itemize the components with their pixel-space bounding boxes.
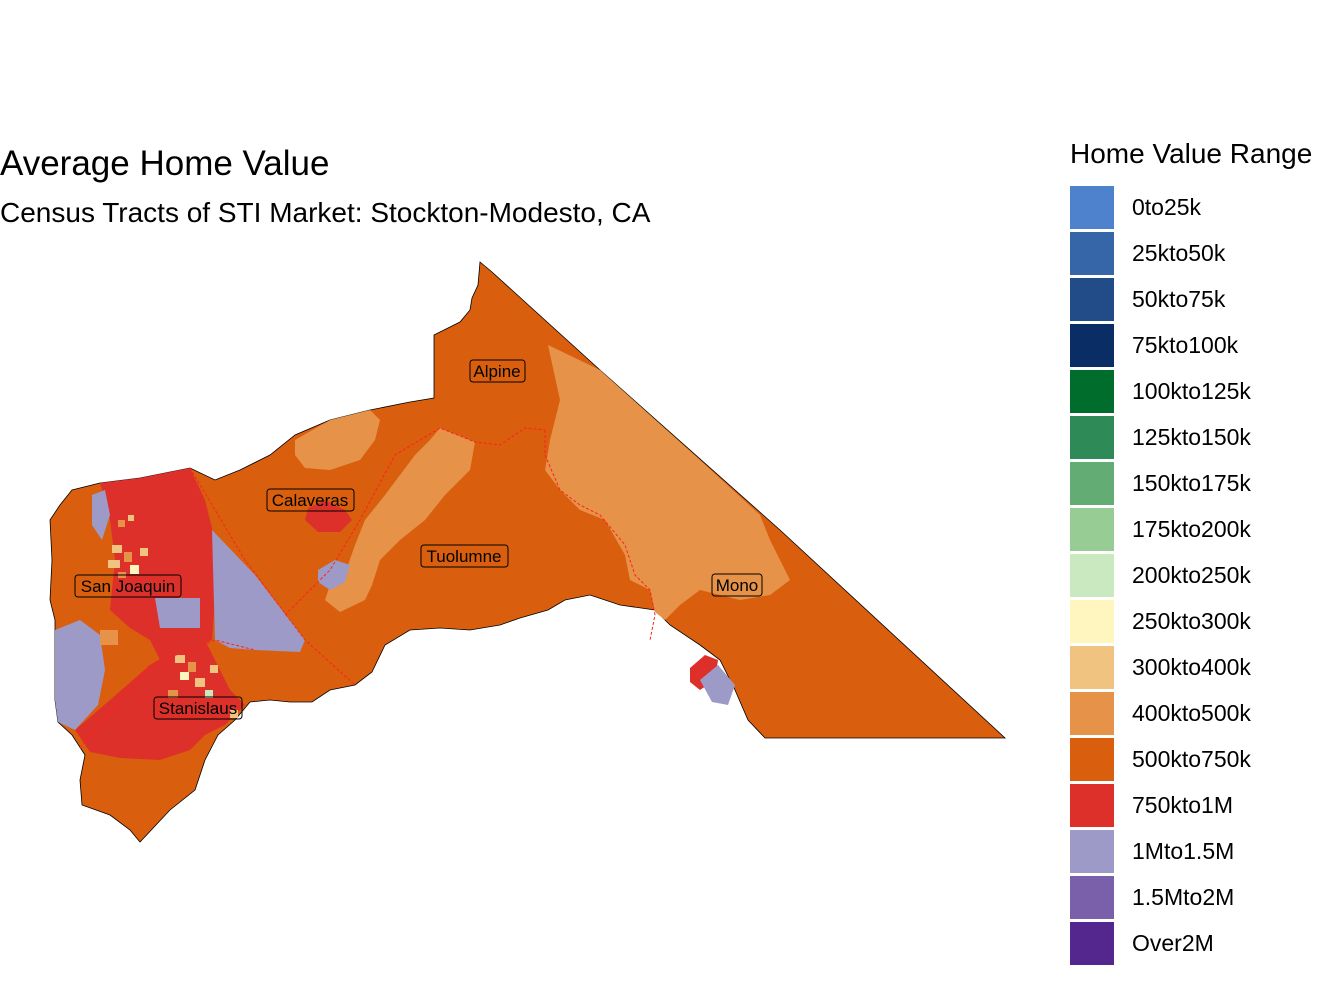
region-calaveras-red [305, 500, 352, 532]
legend-label: Over2M [1132, 930, 1214, 956]
region-calaveras-light [295, 410, 380, 470]
legend-swatch [1070, 370, 1114, 413]
svg-text:Tuolumne: Tuolumne [427, 547, 502, 566]
legend-title: Home Value Range [1070, 138, 1313, 169]
region-mono-lavender [700, 665, 735, 705]
legend-label: 75kto100k [1132, 332, 1239, 358]
county-label-tuolumne: Tuolumne [420, 544, 509, 568]
legend-swatch [1070, 324, 1114, 367]
map-title: Average Home Value [0, 144, 330, 183]
legend-swatch [1070, 462, 1114, 505]
legend-swatch [1070, 922, 1114, 965]
legend-label: 500kto750k [1132, 746, 1251, 772]
region-center-lavender [155, 598, 200, 628]
county-label-san-joaquin: San Joaquin [74, 574, 182, 598]
legend-label: 150kto175k [1132, 470, 1251, 496]
county-label-stanislaus: Stanislaus [153, 696, 243, 720]
legend-swatch [1070, 600, 1114, 643]
legend-label: 25kto50k [1132, 240, 1226, 266]
legend-label: 0to25k [1132, 194, 1202, 220]
svg-text:Mono: Mono [716, 576, 759, 595]
legend-label: 750kto1M [1132, 792, 1234, 818]
legend-label: 250kto300k [1132, 608, 1251, 634]
region-tuolumne-light [325, 428, 475, 612]
legend-swatch [1070, 646, 1114, 689]
legend-label: 400kto500k [1132, 700, 1251, 726]
legend-swatch [1070, 186, 1114, 229]
svg-text:Stanislaus: Stanislaus [159, 699, 237, 718]
svg-text:San Joaquin: San Joaquin [81, 577, 176, 596]
legend-label: 100kto125k [1132, 378, 1251, 404]
legend-label: 175kto200k [1132, 516, 1251, 542]
svg-text:Calaveras: Calaveras [272, 491, 349, 510]
legend-swatch [1070, 508, 1114, 551]
legend-label: 1Mto1.5M [1132, 838, 1235, 864]
legend-label: 125kto150k [1132, 424, 1251, 450]
county-label-alpine: Alpine [469, 359, 526, 383]
region-stanislaus-red [75, 640, 245, 760]
legend-swatch [1070, 784, 1114, 827]
legend-swatch [1070, 554, 1114, 597]
svg-text:Alpine: Alpine [473, 362, 520, 381]
legend-swatch [1070, 876, 1114, 919]
legend-label: 1.5Mto2M [1132, 884, 1235, 910]
legend-label: 300kto400k [1132, 654, 1251, 680]
county-borders [79, 427, 656, 749]
county-label-calaveras: Calaveras [266, 488, 355, 512]
region-mono-light [545, 345, 790, 620]
legend-swatch [1070, 416, 1114, 459]
region-east-lavender [212, 530, 305, 652]
legend-swatch [1070, 692, 1114, 735]
legend-swatch [1070, 278, 1114, 321]
legend-label: 50kto75k [1132, 286, 1226, 312]
legend-swatch [1070, 232, 1114, 275]
county-label-mono: Mono [711, 573, 763, 597]
legend-label: 200kto250k [1132, 562, 1251, 588]
region-calaveras-lavender [318, 560, 350, 590]
map-subtitle: Census Tracts of STI Market: Stockton-Mo… [0, 197, 651, 228]
legend-swatch [1070, 738, 1114, 781]
region-northwest-lavender [92, 490, 110, 540]
legend-swatch [1070, 830, 1114, 873]
region-west-lavender [55, 620, 105, 730]
